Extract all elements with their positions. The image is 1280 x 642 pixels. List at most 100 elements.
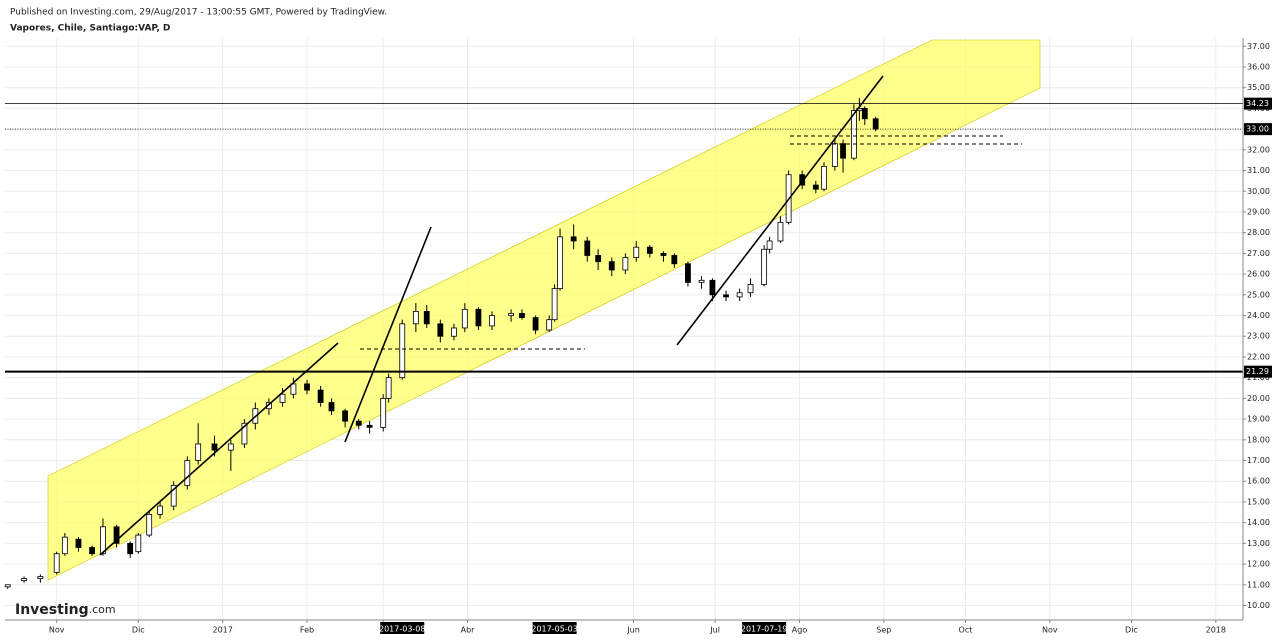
candle-body xyxy=(380,397,387,428)
candle-body xyxy=(211,443,218,451)
candle-body xyxy=(532,317,539,331)
candle-body xyxy=(709,279,716,296)
trend-line xyxy=(676,75,884,346)
y-tick-label: 29.00 xyxy=(1247,207,1270,216)
x-tick-label: 2018 xyxy=(1206,626,1226,635)
candle-body xyxy=(135,534,142,553)
candle-body xyxy=(777,221,784,242)
date-marker: 2017-03-08 xyxy=(379,625,426,634)
logo-suffix: .com xyxy=(89,603,116,616)
candle-body xyxy=(437,323,444,337)
price-label: 21.29 xyxy=(1246,367,1269,376)
candle-body xyxy=(508,313,514,316)
price-label-box xyxy=(1244,97,1272,110)
y-tick-label: 23.00 xyxy=(1247,332,1270,341)
candle-body xyxy=(622,257,629,271)
candle-body xyxy=(608,261,615,271)
date-marker-box xyxy=(380,622,425,634)
candle-body xyxy=(451,327,457,337)
x-tick-label: Nov xyxy=(49,626,65,635)
candle-body xyxy=(37,576,44,579)
price-label-box xyxy=(1244,365,1272,378)
candle-body xyxy=(399,323,406,379)
candle-body xyxy=(551,288,558,321)
candle-body xyxy=(685,263,691,283)
candle-body xyxy=(557,236,563,290)
y-tick-label: 37.00 xyxy=(1247,42,1270,51)
candle-body xyxy=(761,248,768,285)
candle-body xyxy=(660,253,667,256)
y-tick-label: 12.00 xyxy=(1247,560,1270,569)
candle-body xyxy=(61,536,68,555)
logo-brand-text: Investing xyxy=(15,602,89,618)
candle-body xyxy=(304,383,310,391)
candle-body xyxy=(4,584,11,588)
candle-body xyxy=(241,422,248,445)
candle-body xyxy=(227,443,234,451)
y-tick-label: 20.00 xyxy=(1247,394,1270,403)
candle-body xyxy=(423,310,430,325)
candle-body xyxy=(799,174,806,186)
candle-body xyxy=(671,255,678,265)
logo-brand: Investing.com xyxy=(15,602,116,618)
overlay: 34.23 33.00 21.29 2017-03-08 2017-05-03 2017-… xyxy=(5,97,1272,634)
date-marker-box xyxy=(532,622,577,634)
candle-body xyxy=(195,443,202,461)
candle-body xyxy=(355,420,362,426)
candle-body xyxy=(342,410,349,422)
candle-body xyxy=(279,393,286,403)
date-marker-box xyxy=(742,622,787,634)
candle-body xyxy=(21,578,27,582)
candle-body xyxy=(170,484,177,507)
candle-body xyxy=(266,402,272,410)
x-tick-label: Sep xyxy=(876,626,891,635)
trend-line xyxy=(344,226,432,443)
y-tick-label: 24.00 xyxy=(1247,311,1270,320)
date-marker: 2017-05-03 xyxy=(531,625,578,634)
candle-body xyxy=(736,292,743,298)
candle-body xyxy=(595,255,602,263)
y-tick-label: 26.00 xyxy=(1247,270,1270,279)
price-label: 34.23 xyxy=(1246,99,1269,108)
trend-line xyxy=(99,342,339,556)
price-label: 33.00 xyxy=(1246,125,1269,134)
published: Published on Investing.com, 29/Aug/2017 … xyxy=(10,8,387,18)
candle-body xyxy=(157,505,163,515)
symbol: Vapores, Chile, Santiago:VAP, D xyxy=(10,24,170,34)
candle-body xyxy=(766,240,773,250)
candle-body xyxy=(146,513,153,536)
candle-body xyxy=(570,236,577,242)
candle-body xyxy=(127,542,134,555)
candle-body xyxy=(461,308,468,329)
y-tick-label: 15.00 xyxy=(1247,497,1270,506)
y-tick-label: 17.00 xyxy=(1247,456,1270,465)
x-tick-label: Oct xyxy=(959,626,973,635)
y-tick-label: 35.00 xyxy=(1247,83,1270,92)
y-tick-label: 18.00 xyxy=(1247,435,1270,444)
candle-body xyxy=(840,143,846,159)
y-tick-label: 10.00 xyxy=(1247,601,1270,610)
candle-body xyxy=(851,110,857,159)
x-tick-label: Jun xyxy=(626,626,640,635)
y-tick-label: 13.00 xyxy=(1247,539,1270,548)
candle-body xyxy=(747,284,754,294)
candle-body xyxy=(584,240,591,256)
y-tick-label: 30.00 xyxy=(1247,187,1270,196)
candle-body xyxy=(89,547,95,555)
x-tick-label: 2017 xyxy=(212,626,232,635)
candle-body xyxy=(385,377,392,399)
candle-body xyxy=(519,313,525,319)
candle-body xyxy=(113,526,120,544)
candle-body xyxy=(75,538,82,548)
x-tick-label: Nov xyxy=(1042,626,1058,635)
y-tick-label: 27.00 xyxy=(1247,249,1270,258)
candle-body xyxy=(723,294,729,298)
y-tick-label: 25.00 xyxy=(1247,290,1270,299)
candle-body xyxy=(53,553,60,573)
y-tick-label: 14.00 xyxy=(1247,518,1270,527)
y-tick-label: 36.00 xyxy=(1247,62,1270,71)
y-tick-label: 11.00 xyxy=(1247,580,1270,589)
grid: 10.00 11.00 12.00 13.00 14.00 15.00 16.00 17.00… xyxy=(5,38,1270,635)
y-tick-label: 31.00 xyxy=(1247,166,1270,175)
